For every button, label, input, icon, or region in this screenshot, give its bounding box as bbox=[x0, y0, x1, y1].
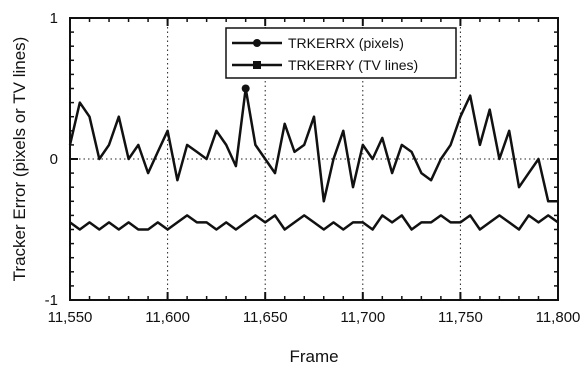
y-tick-label: 1 bbox=[50, 10, 58, 27]
legend-label-trkerry: TRKERRY (TV lines) bbox=[288, 57, 418, 73]
series-line-trkerry bbox=[69, 214, 559, 231]
x-tick-label: 11,800 bbox=[536, 309, 581, 326]
y-tick-label: 0 bbox=[50, 151, 58, 168]
legend: TRKERRX (pixels) TRKERRY (TV lines) bbox=[225, 27, 457, 79]
y-axis-title: Tracker Error (pixels or TV lines) bbox=[10, 37, 29, 282]
series-point-marker bbox=[241, 84, 250, 93]
x-tick-label: 11,550 bbox=[48, 309, 93, 326]
tick-labels: 11,550 11,600 11,650 11,700 11,750 11,800 1 0 -1 bbox=[45, 10, 581, 326]
x-tick-label: 11,650 bbox=[243, 309, 288, 326]
series-line-trkerrx bbox=[68, 87, 558, 203]
x-tick-label: 11,700 bbox=[340, 309, 385, 326]
axis-ticks bbox=[69, 17, 559, 301]
series-lines bbox=[68, 84, 559, 231]
x-tick-label: 11,600 bbox=[145, 309, 190, 326]
grid-lines bbox=[70, 18, 558, 300]
x-tick-label: 11,750 bbox=[438, 309, 483, 326]
y-tick-label: -1 bbox=[45, 292, 58, 309]
legend-marker-square bbox=[253, 61, 261, 69]
legend-marker-circle bbox=[253, 39, 261, 47]
legend-label-trkerrx: TRKERRX (pixels) bbox=[288, 35, 404, 51]
x-axis-title: Frame bbox=[289, 347, 338, 366]
legend-box bbox=[225, 27, 457, 79]
